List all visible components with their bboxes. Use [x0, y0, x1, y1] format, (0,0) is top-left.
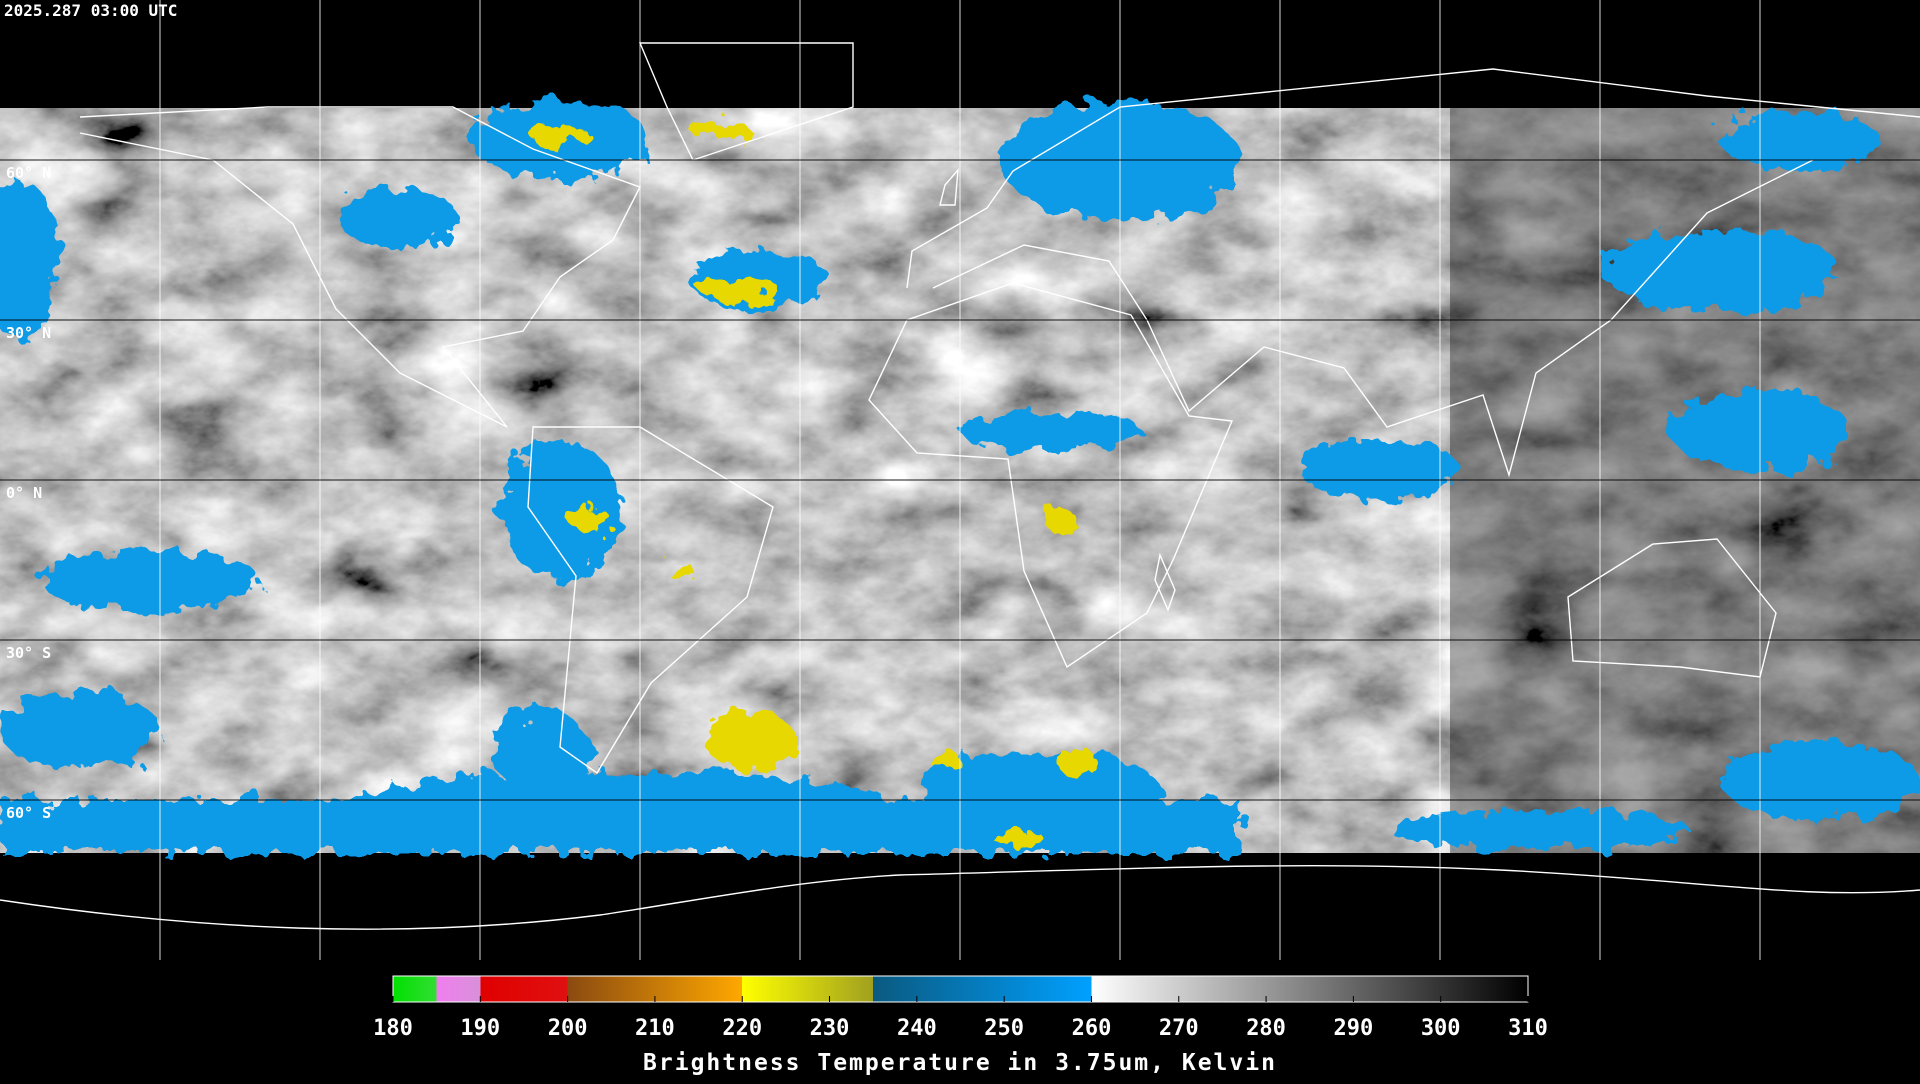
lat-label: 30° S	[6, 644, 51, 662]
colorbar-tick-label: 240	[897, 1016, 937, 1041]
lat-label: 0° N	[6, 484, 42, 502]
very-cold-cloud-tops	[530, 122, 1095, 846]
timestamp: 2025.287 03:00 UTC	[4, 1, 177, 20]
colorbar-tick-label: 210	[635, 1016, 675, 1041]
colorbar-tick-label: 180	[373, 1016, 413, 1041]
colorbar-tick-label: 260	[1072, 1016, 1112, 1041]
colorbar-tick-label: 230	[810, 1016, 850, 1041]
colorbar-scale	[392, 975, 1529, 1003]
colorbar-tick-label: 310	[1508, 1016, 1548, 1041]
colorbar-tick-label: 190	[460, 1016, 500, 1041]
lat-label: 30° N	[6, 324, 51, 342]
colorbar-title: Brightness Temperature in 3.75um, Kelvin	[643, 1050, 1277, 1076]
coastlines	[0, 42, 1920, 930]
colorbar-tick-label: 200	[548, 1016, 588, 1041]
colorbar-tick-label: 290	[1334, 1016, 1374, 1041]
colorbar-tick-label: 250	[984, 1016, 1024, 1041]
graticule	[159, 0, 1761, 960]
colorbar: Brightness Temperature in 3.75um, Kelvin…	[373, 975, 1548, 1076]
lat-label: 60° S	[6, 804, 51, 822]
latitude-labels: 60° N 30° N 0° N 30° S 60° S	[6, 164, 51, 822]
lat-label: 60° N	[6, 164, 51, 182]
colorbar-tick-label: 220	[722, 1016, 762, 1041]
colorbar-tick-label: 300	[1421, 1016, 1461, 1041]
colorbar-tick-label: 280	[1246, 1016, 1286, 1041]
colorbar-tick-label: 270	[1159, 1016, 1199, 1041]
